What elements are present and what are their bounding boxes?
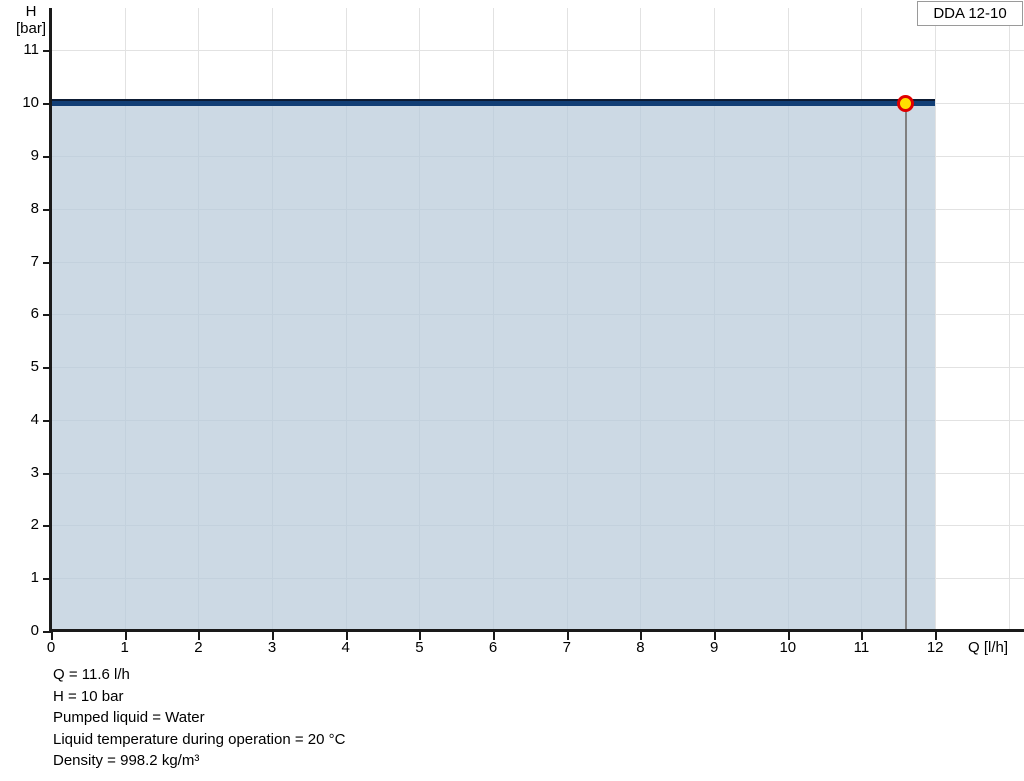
gridline-horizontal xyxy=(51,419,936,421)
y-axis-tick xyxy=(43,367,51,370)
duty-point-dropline xyxy=(904,103,907,631)
x-axis-tick-label: 11 xyxy=(853,639,870,656)
gridline-horizontal xyxy=(51,50,1024,52)
x-axis-tick-label: 5 xyxy=(415,639,424,656)
plot-area xyxy=(51,8,1024,631)
x-axis-tick xyxy=(51,632,53,640)
y-axis-tick-label: 9 xyxy=(30,146,39,164)
summary-density: Density = 998.2 kg/m³ xyxy=(53,752,200,769)
y-axis-tick-label: 3 xyxy=(30,463,39,481)
y-axis-tick xyxy=(43,631,51,633)
x-axis-tick-label: 7 xyxy=(562,639,571,656)
x-axis-tick xyxy=(493,632,496,640)
pump-curve-line xyxy=(51,101,936,107)
gridline-vertical xyxy=(1008,8,1010,631)
y-axis-tick-label: 8 xyxy=(30,199,39,217)
x-axis-tick-label: 6 xyxy=(488,639,498,656)
x-axis-tick xyxy=(272,632,275,640)
legend-box: DDA 12-10 xyxy=(917,1,1023,26)
x-axis-tick xyxy=(640,632,643,640)
summary-head: H = 10 bar xyxy=(53,687,124,705)
legend-entry-pump-model: DDA 12-10 xyxy=(933,4,1007,22)
x-axis-tick xyxy=(787,632,790,640)
chart-canvas: 0 1 2 3 4 5 6 7 8 9 10 11 0 1 2 3 4 5 6 7 8 9 10 11 12 H [bar] … xyxy=(8,1,1024,656)
summary-pumped-liquid: Pumped liquid = Water xyxy=(53,709,205,726)
x-axis-tick xyxy=(566,632,569,640)
x-axis-tick xyxy=(861,632,864,640)
x-axis-tick-label: 1 xyxy=(120,639,129,656)
y-axis-title-symbol: H xyxy=(25,3,37,20)
x-axis-tick xyxy=(714,632,717,640)
y-axis-tick xyxy=(43,314,51,317)
y-axis-tick xyxy=(43,155,51,158)
duty-point-marker[interactable] xyxy=(897,94,915,112)
y-axis-tick xyxy=(43,419,51,422)
x-axis-tick-label: 12 xyxy=(926,639,944,656)
x-axis-tick xyxy=(419,632,422,640)
x-axis-tick xyxy=(198,632,201,640)
x-axis-line xyxy=(49,629,1024,632)
x-axis-tick-label: 4 xyxy=(341,639,350,656)
gridline-horizontal xyxy=(51,208,936,210)
y-axis-tick-label: 0 xyxy=(30,622,39,639)
summary-flow: Q = 11.6 l/h xyxy=(53,666,130,683)
operating-range-area xyxy=(51,103,936,631)
pump-curve-shadow xyxy=(51,99,936,102)
y-axis-tick xyxy=(43,261,51,264)
x-axis-tick-label: 0 xyxy=(46,639,56,656)
y-axis-tick-label: 7 xyxy=(30,252,39,270)
gridline-horizontal xyxy=(51,525,936,527)
y-axis-tick-label: 1 xyxy=(30,569,39,587)
y-axis-tick xyxy=(43,208,51,211)
x-axis-tick-label: 9 xyxy=(709,639,719,656)
y-axis-tick xyxy=(43,103,51,106)
x-axis-tick xyxy=(935,632,938,640)
x-axis-tick xyxy=(345,632,348,640)
x-axis-tick-label: 3 xyxy=(267,639,277,656)
x-axis-title: Q [l/h] xyxy=(968,639,1009,656)
x-axis-tick-label: 2 xyxy=(194,639,203,656)
y-axis-title: H [bar] xyxy=(8,3,54,37)
y-axis-title-units: [bar] xyxy=(15,20,46,37)
gridline-horizontal xyxy=(51,314,936,316)
y-axis-tick xyxy=(43,525,51,528)
y-axis-tick-label: 2 xyxy=(30,516,39,534)
gridline-horizontal xyxy=(51,367,936,369)
gridline-horizontal xyxy=(51,155,936,157)
y-axis-tick xyxy=(43,578,51,581)
x-axis-tick xyxy=(124,632,127,640)
y-axis-tick xyxy=(43,472,51,475)
summary-liquid-temperature: Liquid temperature during operation = 20… xyxy=(53,730,346,748)
y-axis-line xyxy=(49,8,52,632)
y-axis-tick-label: 4 xyxy=(30,410,39,428)
gridline-horizontal xyxy=(51,472,936,474)
x-axis-tick-label: 8 xyxy=(636,639,645,656)
gridline-vertical xyxy=(935,8,937,631)
gridline-horizontal xyxy=(51,578,936,580)
y-axis-tick-label: 5 xyxy=(30,358,39,376)
y-axis-tick xyxy=(43,50,51,53)
y-axis-tick-label: 10 xyxy=(22,94,39,112)
y-axis-tick-label: 11 xyxy=(23,41,39,59)
duty-point-summary: Q = 11.6 l/h H = 10 bar Pumped liquid = … xyxy=(53,664,753,772)
y-axis-tick-label: 6 xyxy=(30,305,39,323)
gridline-horizontal xyxy=(51,261,936,263)
x-axis-tick-label: 10 xyxy=(779,639,797,656)
